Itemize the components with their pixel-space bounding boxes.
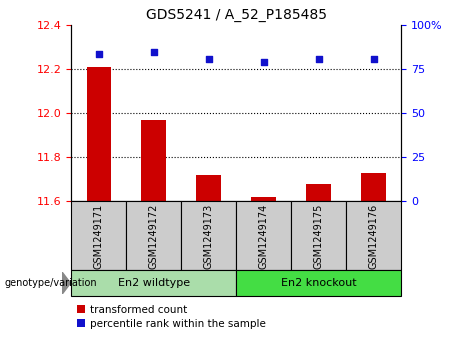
- Text: GSM1249175: GSM1249175: [313, 203, 324, 269]
- Text: En2 wildtype: En2 wildtype: [118, 278, 190, 288]
- Bar: [181, 201, 236, 270]
- Bar: [291, 201, 346, 270]
- Bar: [306, 184, 331, 201]
- Point: [315, 56, 322, 62]
- Bar: [196, 175, 221, 201]
- Bar: [251, 197, 276, 201]
- Bar: [71, 201, 126, 270]
- Title: GDS5241 / A_52_P185485: GDS5241 / A_52_P185485: [146, 8, 327, 22]
- Text: GSM1249171: GSM1249171: [94, 203, 104, 269]
- Text: GSM1249174: GSM1249174: [259, 203, 269, 269]
- Polygon shape: [62, 272, 71, 294]
- Bar: [236, 270, 401, 296]
- Legend: transformed count, percentile rank within the sample: transformed count, percentile rank withi…: [77, 305, 266, 329]
- Point: [95, 51, 103, 57]
- Bar: [236, 201, 291, 270]
- Text: genotype/variation: genotype/variation: [5, 278, 97, 288]
- Bar: [361, 173, 386, 201]
- Bar: [142, 120, 166, 201]
- Text: GSM1249173: GSM1249173: [204, 203, 214, 269]
- Point: [205, 56, 213, 62]
- Bar: [87, 67, 111, 201]
- Point: [260, 60, 267, 65]
- Point: [370, 56, 377, 62]
- Text: En2 knockout: En2 knockout: [281, 278, 356, 288]
- Bar: [71, 270, 236, 296]
- Text: GSM1249176: GSM1249176: [369, 203, 378, 269]
- Bar: [126, 201, 181, 270]
- Point: [150, 49, 158, 55]
- Bar: [346, 201, 401, 270]
- Text: GSM1249172: GSM1249172: [149, 203, 159, 269]
